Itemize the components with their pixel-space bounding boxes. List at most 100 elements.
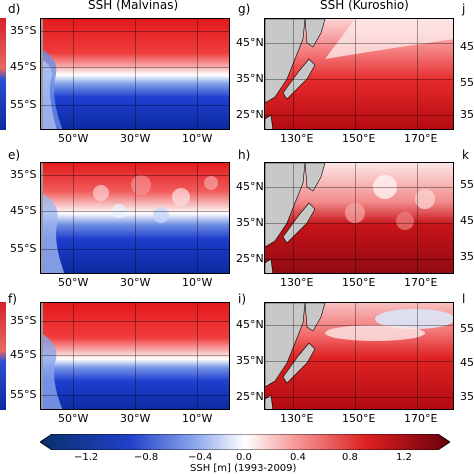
y-tick: 45°N xyxy=(236,180,264,193)
grid-line xyxy=(197,19,198,129)
grid-line xyxy=(135,19,136,129)
grid-line xyxy=(417,19,418,129)
y-tick: 55°S xyxy=(10,98,37,111)
colorbar-tick: −1.2 xyxy=(74,452,99,463)
y-tick: 45°S xyxy=(10,348,37,361)
colorbar-tick: 0.4 xyxy=(290,452,306,463)
y-tick: 35°S xyxy=(10,24,37,37)
map-panel-h xyxy=(264,162,454,274)
grid-line xyxy=(265,397,453,398)
y-tick: 35°N xyxy=(236,216,264,229)
colorbar-tick: 0.0 xyxy=(236,452,252,463)
grid-line xyxy=(41,67,229,68)
grid-line xyxy=(265,187,453,188)
right-edge-tick: 45 xyxy=(460,214,474,227)
grid-line xyxy=(265,361,453,362)
colorbar-tick: 0.8 xyxy=(342,452,358,463)
x-tick: 50°W xyxy=(58,412,89,425)
panel-label-f: f) xyxy=(8,292,17,306)
right-edge-tick: 35 xyxy=(460,390,474,403)
grid-line xyxy=(355,163,356,273)
y-tick: 45°S xyxy=(10,204,37,217)
map-panel-f xyxy=(40,302,230,410)
x-tick: 150°E xyxy=(342,412,376,425)
right-edge-tick: 35 xyxy=(460,250,474,263)
grid-line xyxy=(41,211,229,212)
right-edge-tick: 45 xyxy=(460,356,474,369)
grid-line xyxy=(417,163,418,273)
grid-line xyxy=(73,303,74,409)
y-tick: 25°N xyxy=(236,390,264,403)
x-tick: 170°E xyxy=(404,132,438,145)
x-tick: 150°E xyxy=(342,276,376,289)
x-tick: 50°W xyxy=(58,132,89,145)
y-tick: 35°N xyxy=(236,72,264,85)
y-tick: 35°S xyxy=(10,314,37,327)
grid-line xyxy=(135,163,136,273)
panel-label-g: g) xyxy=(238,2,251,16)
grid-line xyxy=(417,303,418,409)
x-tick: 30°W xyxy=(120,276,151,289)
grid-line xyxy=(265,259,453,260)
grid-line xyxy=(73,19,74,129)
grid-line xyxy=(41,105,229,106)
left-cutoff-strip-1 xyxy=(0,18,6,130)
grid-line xyxy=(293,163,294,273)
y-tick: 25°N xyxy=(236,108,264,121)
y-tick: 55°S xyxy=(10,242,37,255)
x-tick: 150°E xyxy=(342,132,376,145)
malvinas-title: SSH (Malvinas) xyxy=(88,0,179,12)
grid-line xyxy=(41,355,229,356)
right-edge-tick: 55 xyxy=(460,322,474,335)
panel-label-l: l xyxy=(462,292,466,306)
panel-label-d: d) xyxy=(8,2,21,16)
grid-line xyxy=(265,79,453,80)
x-tick: 130°E xyxy=(280,132,314,145)
panel-label-e: e) xyxy=(8,148,21,162)
right-edge-tick: 55 xyxy=(460,178,474,191)
y-tick: 35°S xyxy=(10,168,37,181)
y-tick: 35°N xyxy=(236,354,264,367)
grid-line xyxy=(197,163,198,273)
y-tick: 25°N xyxy=(236,252,264,265)
panel-label-h: h) xyxy=(238,148,251,162)
grid-line xyxy=(265,325,453,326)
y-tick: 55°S xyxy=(10,388,37,401)
grid-line xyxy=(41,249,229,250)
x-tick: 50°W xyxy=(58,276,89,289)
grid-line xyxy=(355,19,356,129)
map-panel-i xyxy=(264,302,454,410)
panel-label-i: i) xyxy=(238,292,247,306)
grid-line xyxy=(41,395,229,396)
colorbar-tick: −0.8 xyxy=(134,452,159,463)
colorbar-label: SSH [m] (1993-2009) xyxy=(190,463,297,474)
x-tick: 30°W xyxy=(120,412,151,425)
panel-label-k: k xyxy=(462,148,469,162)
left-cutoff-strip-2 xyxy=(0,302,6,410)
grid-line xyxy=(41,31,229,32)
grid-line xyxy=(265,43,453,44)
map-panel-g xyxy=(264,18,454,130)
x-tick: 10°W xyxy=(182,276,213,289)
colorbar xyxy=(40,434,450,450)
kuroshio-title: SSH (Kuroshio) xyxy=(320,0,409,12)
y-tick: 45°N xyxy=(236,36,264,49)
grid-line xyxy=(293,19,294,129)
x-tick: 130°E xyxy=(280,412,314,425)
grid-line xyxy=(73,163,74,273)
grid-line xyxy=(293,303,294,409)
map-panel-d xyxy=(40,18,230,130)
grid-line xyxy=(355,303,356,409)
colorbar-tick: −0.4 xyxy=(188,452,213,463)
map-panel-e xyxy=(40,162,230,274)
x-tick: 30°W xyxy=(120,132,151,145)
grid-line xyxy=(265,223,453,224)
x-tick: 10°W xyxy=(182,412,213,425)
right-edge-tick: 55 xyxy=(460,76,474,89)
panel-label-j: j xyxy=(462,2,466,16)
grid-line xyxy=(265,115,453,116)
y-tick: 45°S xyxy=(10,60,37,73)
x-tick: 10°W xyxy=(182,132,213,145)
right-edge-tick: 35 xyxy=(460,108,474,121)
y-tick: 45°N xyxy=(236,318,264,331)
